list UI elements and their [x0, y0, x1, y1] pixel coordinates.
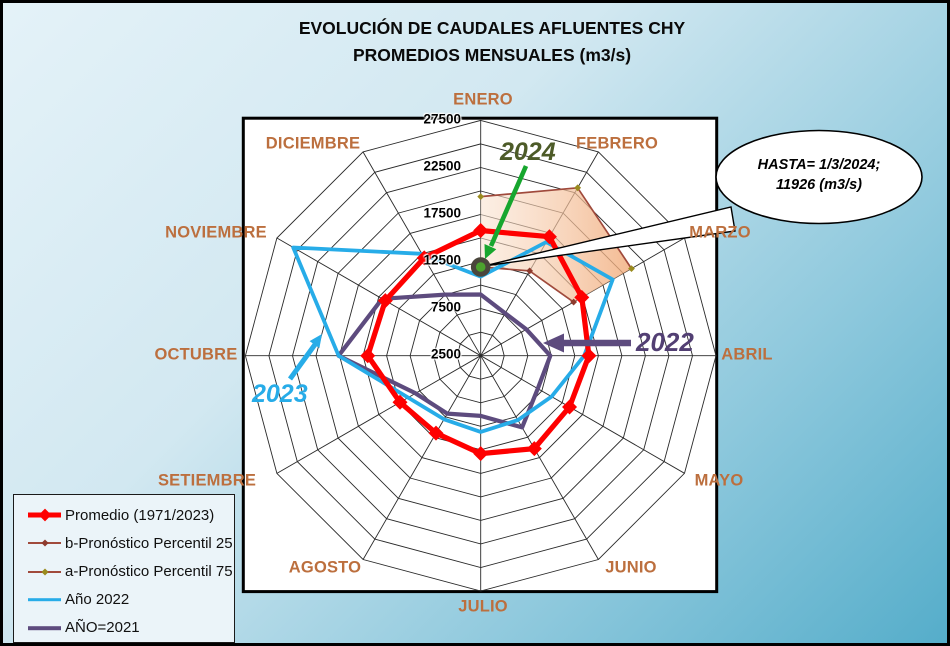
chart-title-line2: PROMEDIOS MENSUALES (m3/s) — [352, 45, 632, 65]
series-marker-1 — [526, 267, 534, 275]
callout-bubble — [715, 129, 923, 225]
series-marker-0 — [581, 348, 597, 364]
marker-2024 — [470, 257, 491, 277]
month-label-diciembre: DICIEMBRE — [265, 134, 361, 153]
arrow-2024-head-icon — [484, 244, 497, 259]
legend-item-2021: AÑO=2021 — [28, 614, 234, 642]
series-marker-2 — [628, 265, 635, 273]
axis-spoke — [362, 355, 482, 560]
series-line-3 — [291, 240, 615, 434]
callout-text: HASTA= 1/3/2024; 11926 (m3/s) — [719, 155, 919, 195]
legend-swatch-2022-line-icon — [28, 593, 61, 606]
radial-tick-22500: 22500 — [423, 158, 461, 174]
arrow-2024-shaft — [488, 165, 529, 247]
legend-swatch-percentil25-line-icon — [28, 537, 61, 550]
series-marker-2 — [574, 184, 582, 192]
series-marker-0 — [562, 399, 578, 415]
month-label-marzo: MARZO — [689, 223, 751, 242]
axis-spoke — [276, 355, 481, 474]
callout-tail — [483, 206, 736, 267]
legend-label: Promedio (1971/2023) — [65, 506, 215, 524]
series-marker-0 — [473, 223, 489, 239]
month-label-abril: ABRIL — [721, 345, 773, 364]
legend-label: Año 2022 — [65, 591, 130, 609]
series-marker-1 — [570, 298, 578, 306]
legend-swatch-promedio-line-icon — [28, 509, 61, 522]
month-label-noviembre: NOVIEMBRE — [165, 223, 267, 242]
axis-spoke — [480, 355, 599, 560]
annotation-2023: 2023 — [252, 380, 308, 408]
callout-line2: 11926 (m3/s) — [776, 177, 862, 193]
series-marker-0 — [377, 293, 393, 309]
series-marker-0 — [473, 446, 489, 462]
month-label-octubre: OCTUBRE — [154, 345, 238, 364]
radial-tick-2500: 2500 — [430, 346, 461, 362]
legend-label: AÑO=2021 — [65, 619, 140, 637]
month-label-setiembre: SETIEMBRE — [157, 471, 257, 490]
series-marker-2 — [477, 193, 485, 201]
axis-spoke — [480, 355, 685, 474]
legend-swatch-percentil75-line-icon — [28, 565, 61, 578]
legend-label: a-Pronóstico Percentil 75 — [65, 563, 233, 580]
radar-chart — [241, 116, 923, 594]
chart-title-line1: EVOLUCIÓN DE CAUDALES AFLUENTES CHY — [298, 18, 686, 38]
month-label-mayo: MAYO — [694, 471, 744, 490]
series-marker-0 — [416, 250, 432, 266]
arrow-2022-head-icon — [543, 333, 564, 353]
month-label-agosto: AGOSTO — [288, 558, 362, 577]
radial-tick-27500: 27500 — [423, 111, 461, 127]
series-marker-0 — [428, 425, 444, 441]
chart-legend: Promedio (1971/2023) b-Pronóstico Percen… — [13, 494, 235, 643]
legend-label: b-Pronóstico Percentil 25 — [65, 534, 233, 552]
series-marker-0 — [541, 229, 557, 245]
axis-spoke — [276, 237, 481, 357]
chart-title: EVOLUCIÓN DE CAUDALES AFLUENTES CHY PROM… — [142, 15, 842, 69]
month-label-enero: ENERO — [453, 90, 513, 109]
legend-swatch-2021-line-icon — [28, 621, 61, 634]
callout-line1: HASTA= 1/3/2024; — [757, 157, 881, 173]
radial-tick-17500: 17500 — [423, 205, 461, 221]
series-marker-0 — [574, 289, 590, 305]
radial-tick-7500: 7500 — [430, 299, 461, 315]
legend-item-2022: Año 2022 — [28, 586, 234, 614]
month-label-julio: JULIO — [458, 597, 508, 616]
annotation-2022: 2022 — [636, 327, 694, 357]
radial-tick-12500: 12500 — [423, 252, 461, 268]
legend-item-percentil75: a-Pronóstico Percentil 75 — [28, 557, 234, 585]
arrow-2023-head-icon — [309, 334, 322, 349]
annotation-2024: 2024 — [500, 138, 556, 166]
series-marker-0 — [526, 441, 542, 457]
month-label-junio: JUNIO — [605, 558, 657, 577]
legend-item-percentil25: b-Pronóstico Percentil 25 — [28, 529, 234, 557]
series-marker-0 — [360, 348, 376, 364]
month-label-febrero: FEBRERO — [575, 134, 659, 153]
legend-item-promedio: Promedio (1971/2023) — [28, 501, 234, 529]
arrow-2023-shaft — [287, 343, 318, 381]
series-marker-0 — [392, 394, 408, 410]
